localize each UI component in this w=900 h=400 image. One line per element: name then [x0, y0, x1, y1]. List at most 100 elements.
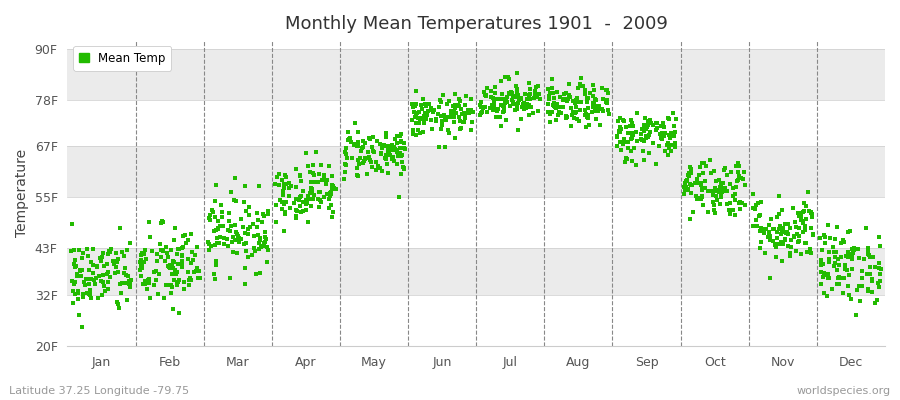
Point — [397, 165, 411, 172]
Point — [112, 305, 126, 311]
Point — [493, 78, 508, 84]
Point — [691, 194, 706, 201]
Point — [326, 209, 340, 215]
Point — [619, 154, 634, 161]
Point — [770, 241, 784, 248]
Point — [625, 131, 639, 137]
Point — [107, 270, 122, 276]
Point — [662, 135, 677, 141]
Point — [873, 243, 887, 250]
Point — [643, 129, 657, 135]
Point — [738, 182, 752, 188]
Point — [559, 90, 573, 96]
Point — [526, 95, 541, 101]
Point — [95, 250, 110, 256]
Point — [527, 88, 542, 94]
Point — [114, 280, 129, 286]
Point — [364, 164, 379, 171]
Point — [289, 213, 303, 220]
Point — [421, 108, 436, 114]
Point — [627, 145, 642, 152]
Point — [613, 114, 627, 121]
Point — [86, 246, 101, 252]
Point — [238, 281, 252, 287]
Point — [531, 82, 545, 89]
Point — [595, 106, 609, 112]
Point — [66, 288, 80, 295]
Point — [447, 104, 462, 111]
Point — [590, 107, 605, 113]
Point — [746, 223, 760, 229]
Point — [184, 248, 199, 255]
Point — [563, 105, 578, 112]
Point — [137, 259, 151, 266]
Point — [728, 191, 742, 197]
Point — [508, 107, 522, 113]
Point — [352, 160, 366, 167]
Point — [366, 148, 381, 155]
Point — [827, 262, 842, 269]
Point — [650, 120, 664, 126]
Point — [84, 259, 98, 265]
Point — [289, 207, 303, 213]
Point — [786, 204, 800, 211]
Point — [274, 196, 288, 203]
Point — [347, 141, 362, 147]
Point — [290, 208, 304, 214]
Point — [142, 294, 157, 301]
Point — [487, 104, 501, 111]
Point — [749, 217, 763, 224]
Point — [836, 275, 850, 281]
Point — [708, 185, 723, 192]
Point — [478, 103, 492, 110]
Point — [412, 115, 427, 122]
Point — [761, 229, 776, 236]
Point — [624, 116, 638, 123]
Point — [384, 143, 399, 150]
Point — [816, 289, 831, 296]
Point — [90, 264, 104, 271]
Point — [722, 207, 736, 214]
Point — [774, 231, 788, 237]
Point — [852, 254, 867, 261]
Point — [708, 187, 723, 193]
Point — [253, 235, 267, 241]
Point — [478, 92, 492, 98]
Point — [828, 236, 842, 242]
Point — [637, 126, 652, 132]
Point — [287, 200, 302, 206]
Point — [624, 136, 638, 142]
Point — [871, 280, 886, 286]
Bar — [68, 100, 885, 146]
Point — [432, 144, 446, 150]
Point — [202, 215, 216, 222]
Point — [667, 123, 681, 129]
Point — [590, 105, 604, 112]
Point — [392, 194, 407, 200]
Point — [796, 228, 811, 235]
Point — [831, 275, 845, 281]
Point — [68, 291, 82, 298]
Point — [454, 106, 468, 112]
Point — [592, 103, 607, 109]
Point — [747, 206, 761, 212]
Point — [75, 266, 89, 273]
Point — [169, 269, 184, 275]
Point — [814, 269, 829, 276]
Point — [300, 200, 314, 206]
Point — [172, 277, 186, 283]
Point — [657, 124, 671, 131]
Point — [310, 179, 325, 186]
Point — [424, 117, 438, 123]
Point — [855, 268, 869, 275]
Bar — [68, 49, 885, 100]
Point — [624, 148, 638, 154]
Point — [766, 226, 780, 232]
Point — [176, 244, 191, 250]
Point — [72, 312, 86, 318]
Point — [436, 112, 451, 118]
Point — [652, 143, 667, 149]
Point — [588, 96, 602, 102]
Point — [488, 90, 502, 97]
Point — [247, 245, 261, 251]
